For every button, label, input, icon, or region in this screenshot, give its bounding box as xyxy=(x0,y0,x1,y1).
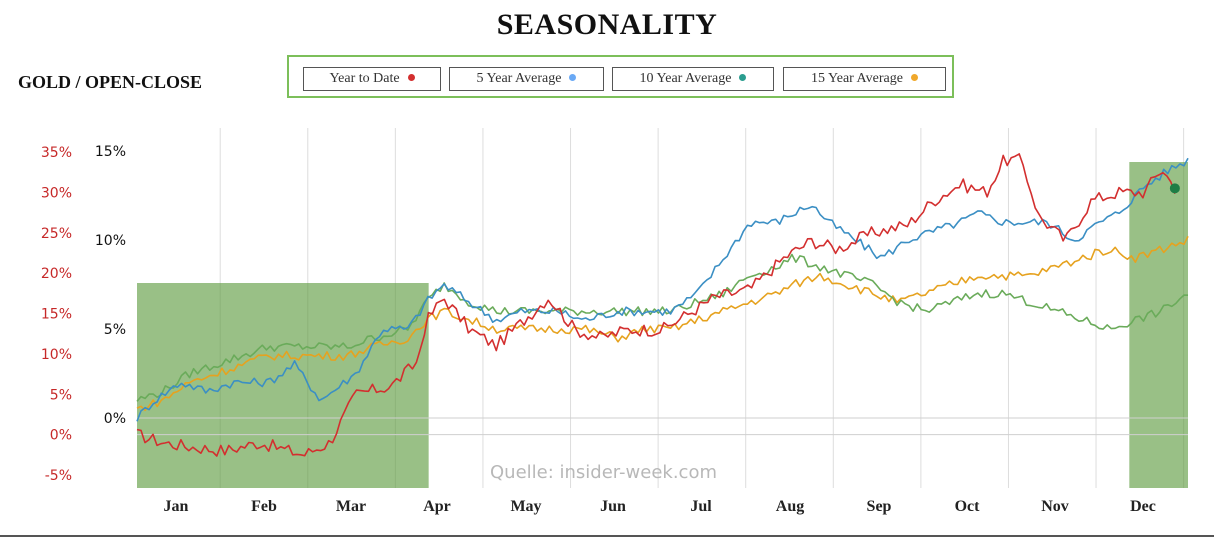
watermark-text: Quelle: insider-week.com xyxy=(490,462,717,483)
y-left-tick-label: 15% xyxy=(41,307,72,323)
legend-dot-icon xyxy=(739,74,747,82)
legend-item-5-year-average[interactable]: 5 Year Average xyxy=(449,67,604,91)
y-left-tick-label: 20% xyxy=(41,266,72,282)
x-tick-label: Jan xyxy=(164,498,189,515)
y-left-tick-label: 30% xyxy=(41,185,72,201)
legend-label: 10 Year Average xyxy=(639,71,732,86)
chart-subtitle: GOLD / OPEN-CLOSE xyxy=(18,72,203,92)
x-tick-label: Jun xyxy=(600,498,626,515)
legend-dot-icon xyxy=(910,74,918,82)
zero-lines xyxy=(137,417,1188,436)
x-tick-label: Apr xyxy=(423,498,451,515)
chart-title: SEASONALITY xyxy=(496,8,718,41)
x-tick-label: Oct xyxy=(955,498,981,515)
y-right-tick-label: 15% xyxy=(95,144,126,160)
legend-dot-icon xyxy=(569,74,577,82)
x-tick-label: May xyxy=(510,498,541,515)
legend-label: Year to Date xyxy=(329,71,400,86)
shaded-period-jan-mar xyxy=(137,283,429,488)
legend-label: 15 Year Average xyxy=(811,71,903,86)
shaded-period-dec xyxy=(1129,162,1188,488)
x-tick-label: Mar xyxy=(336,498,366,515)
y-right-tick-label: 5% xyxy=(104,322,126,338)
x-tick-label: Aug xyxy=(776,498,804,515)
y-left-tick-label: 10% xyxy=(41,347,72,363)
ytd-endpoint-marker xyxy=(1169,183,1180,194)
y-right-tick-label: 0% xyxy=(104,411,126,427)
y-left-tick-label: 5% xyxy=(50,387,72,403)
legend-item-year-to-date[interactable]: Year to Date xyxy=(303,67,441,91)
x-tick-label: Feb xyxy=(251,498,277,515)
legend: Year to Date 5 Year Average 10 Year Aver… xyxy=(287,55,954,98)
series-line-10-year-average xyxy=(136,253,1189,402)
shaded-periods xyxy=(137,162,1188,488)
y-left-tick-label: 25% xyxy=(41,226,72,242)
legend-dot-icon xyxy=(407,74,415,82)
bottom-divider xyxy=(0,535,1214,537)
x-tick-label: Jul xyxy=(690,498,712,515)
y-left-tick-label: 35% xyxy=(41,145,72,161)
series-line-year-to-date xyxy=(136,153,1176,457)
x-tick-label: Nov xyxy=(1041,498,1069,515)
y-left-tick-label: -5% xyxy=(45,468,72,484)
legend-label: 5 Year Average xyxy=(476,71,562,86)
y-right-tick-label: 10% xyxy=(95,233,126,249)
axis-ticks: 35% 30% 25% 20% 15% 10% 5% 0% -5% 15% 10% 5% 0% Jan Fe… xyxy=(41,144,1156,515)
x-tick-label: Dec xyxy=(1130,498,1156,515)
series-lines xyxy=(136,153,1189,457)
series-line-5-year-average xyxy=(136,157,1189,422)
legend-item-10-year-average[interactable]: 10 Year Average xyxy=(612,67,774,91)
x-tick-label: Sep xyxy=(867,498,892,515)
y-left-tick-label: 0% xyxy=(50,428,72,444)
legend-item-15-year-average[interactable]: 15 Year Average xyxy=(783,67,946,91)
